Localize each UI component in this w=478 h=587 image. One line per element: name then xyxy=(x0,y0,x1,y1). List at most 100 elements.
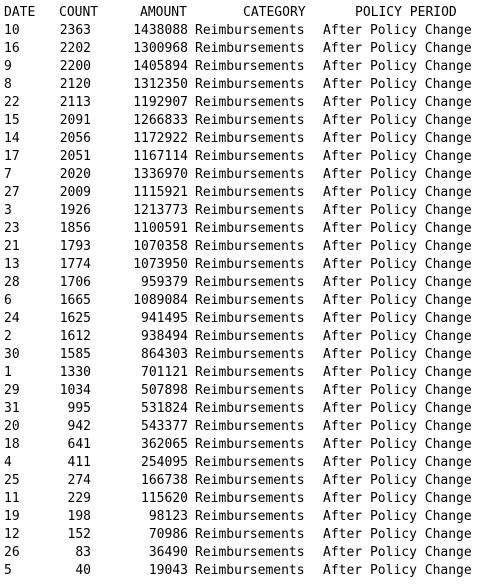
cell-category: Reimbursements xyxy=(195,563,305,578)
cell-amount: 1115921 xyxy=(133,185,188,200)
column-header-policy-period: POLICY PERIOD xyxy=(355,5,457,20)
table-row: 8 2120 1312350 Reimbursements After Policy C… xyxy=(2,76,478,94)
cell-category: Reimbursements xyxy=(195,365,305,380)
cell-date: 2 xyxy=(4,329,12,344)
table-row: 15 2091 1266833 Reimbursements After Policy … xyxy=(2,112,478,130)
cell-category: Reimbursements xyxy=(195,401,305,416)
cell-count: 995 xyxy=(67,401,91,416)
cell-category: Reimbursements xyxy=(195,437,305,452)
table-row: 19 198 98123 Reimbursements After Policy Cha… xyxy=(2,508,478,526)
table-row: 11 229 115620 Reimbursements After Policy Ch… xyxy=(2,490,478,508)
cell-policy-period: After Policy Change xyxy=(323,563,472,578)
cell-policy-period: After Policy Change xyxy=(323,509,472,524)
cell-date: 9 xyxy=(4,59,12,74)
table-row: 7 2020 1336970 Reimbursements After Policy C… xyxy=(2,166,478,184)
cell-amount: 1213773 xyxy=(133,203,188,218)
table-row: 23 1856 1100591 Reimbursements After Policy … xyxy=(2,220,478,238)
cell-amount: 1070358 xyxy=(133,239,188,254)
cell-category: Reimbursements xyxy=(195,23,305,38)
cell-amount: 1336970 xyxy=(133,167,188,182)
cell-count: 1625 xyxy=(59,311,91,326)
cell-amount: 531824 xyxy=(141,401,188,416)
table-row: 26 83 36490 Reimbursements After Policy Chan… xyxy=(2,544,478,562)
table-row: 16 2202 1300968 Reimbursements After Policy … xyxy=(2,40,478,58)
cell-count: 152 xyxy=(67,527,91,542)
cell-date: 26 xyxy=(4,545,20,560)
cell-count: 198 xyxy=(67,509,91,524)
column-header-amount: AMOUNT xyxy=(140,5,187,20)
cell-amount: 543377 xyxy=(141,419,188,434)
cell-policy-period: After Policy Change xyxy=(323,419,472,434)
cell-date: 30 xyxy=(4,347,20,362)
cell-count: 411 xyxy=(67,455,91,470)
table-row: 1 1330 701121 Reimbursements After Policy Ch… xyxy=(2,364,478,382)
cell-category: Reimbursements xyxy=(195,167,305,182)
cell-policy-period: After Policy Change xyxy=(323,437,472,452)
table-row: 14 2056 1172922 Reimbursements After Policy … xyxy=(2,130,478,148)
cell-amount: 864303 xyxy=(141,347,188,362)
cell-policy-period: After Policy Change xyxy=(323,77,472,92)
cell-date: 8 xyxy=(4,77,12,92)
cell-amount: 254095 xyxy=(141,455,188,470)
table-header-row: DATE COUNT AMOUNT CATEGORY POLICY PERIOD xyxy=(2,4,478,22)
cell-policy-period: After Policy Change xyxy=(323,221,472,236)
table-row: 13 1774 1073950 Reimbursements After Policy … xyxy=(2,256,478,274)
cell-amount: 1167114 xyxy=(133,149,188,164)
cell-date: 12 xyxy=(4,527,20,542)
table-row: 30 1585 864303 Reimbursements After Policy C… xyxy=(2,346,478,364)
cell-date: 20 xyxy=(4,419,20,434)
cell-date: 13 xyxy=(4,257,20,272)
cell-count: 40 xyxy=(75,563,91,578)
cell-amount: 1300968 xyxy=(133,41,188,56)
cell-count: 229 xyxy=(67,491,91,506)
cell-date: 5 xyxy=(4,563,12,578)
cell-date: 11 xyxy=(4,491,20,506)
cell-category: Reimbursements xyxy=(195,491,305,506)
cell-count: 1793 xyxy=(59,239,91,254)
cell-date: 28 xyxy=(4,275,20,290)
cell-amount: 19043 xyxy=(148,563,188,578)
cell-date: 6 xyxy=(4,293,12,308)
table-row: 6 1665 1089084 Reimbursements After Policy C… xyxy=(2,292,478,310)
cell-policy-period: After Policy Change xyxy=(323,185,472,200)
cell-date: 22 xyxy=(4,95,20,110)
table-row: 20 942 543377 Reimbursements After Policy Ch… xyxy=(2,418,478,436)
cell-category: Reimbursements xyxy=(195,149,305,164)
cell-category: Reimbursements xyxy=(195,113,305,128)
cell-count: 2091 xyxy=(59,113,91,128)
cell-amount: 1312350 xyxy=(133,77,188,92)
table-row: 27 2009 1115921 Reimbursements After Policy … xyxy=(2,184,478,202)
table-row: 9 2200 1405894 Reimbursements After Policy C… xyxy=(2,58,478,76)
cell-date: 15 xyxy=(4,113,20,128)
cell-amount: 36490 xyxy=(148,545,188,560)
cell-count: 1926 xyxy=(59,203,91,218)
cell-amount: 1100591 xyxy=(133,221,188,236)
cell-category: Reimbursements xyxy=(195,293,305,308)
cell-category: Reimbursements xyxy=(195,203,305,218)
cell-category: Reimbursements xyxy=(195,95,305,110)
cell-amount: 1089084 xyxy=(133,293,188,308)
cell-policy-period: After Policy Change xyxy=(323,293,472,308)
cell-category: Reimbursements xyxy=(195,311,305,326)
cell-policy-period: After Policy Change xyxy=(323,401,472,416)
table-row: 28 1706 959379 Reimbursements After Policy C… xyxy=(2,274,478,292)
cell-category: Reimbursements xyxy=(195,545,305,560)
cell-amount: 98123 xyxy=(148,509,188,524)
cell-date: 23 xyxy=(4,221,20,236)
cell-date: 16 xyxy=(4,41,20,56)
cell-policy-period: After Policy Change xyxy=(323,347,472,362)
cell-policy-period: After Policy Change xyxy=(323,491,472,506)
cell-amount: 959379 xyxy=(141,275,188,290)
cell-policy-period: After Policy Change xyxy=(323,527,472,542)
cell-date: 25 xyxy=(4,473,20,488)
cell-count: 1665 xyxy=(59,293,91,308)
cell-count: 2363 xyxy=(59,23,91,38)
table-row: 24 1625 941495 Reimbursements After Policy C… xyxy=(2,310,478,328)
cell-count: 1706 xyxy=(59,275,91,290)
table-row: 2 1612 938494 Reimbursements After Policy Ch… xyxy=(2,328,478,346)
table-body: 10 2363 1438088 Reimbursements After Policy … xyxy=(2,22,478,580)
cell-category: Reimbursements xyxy=(195,347,305,362)
cell-date: 21 xyxy=(4,239,20,254)
cell-policy-period: After Policy Change xyxy=(323,473,472,488)
cell-count: 942 xyxy=(67,419,91,434)
